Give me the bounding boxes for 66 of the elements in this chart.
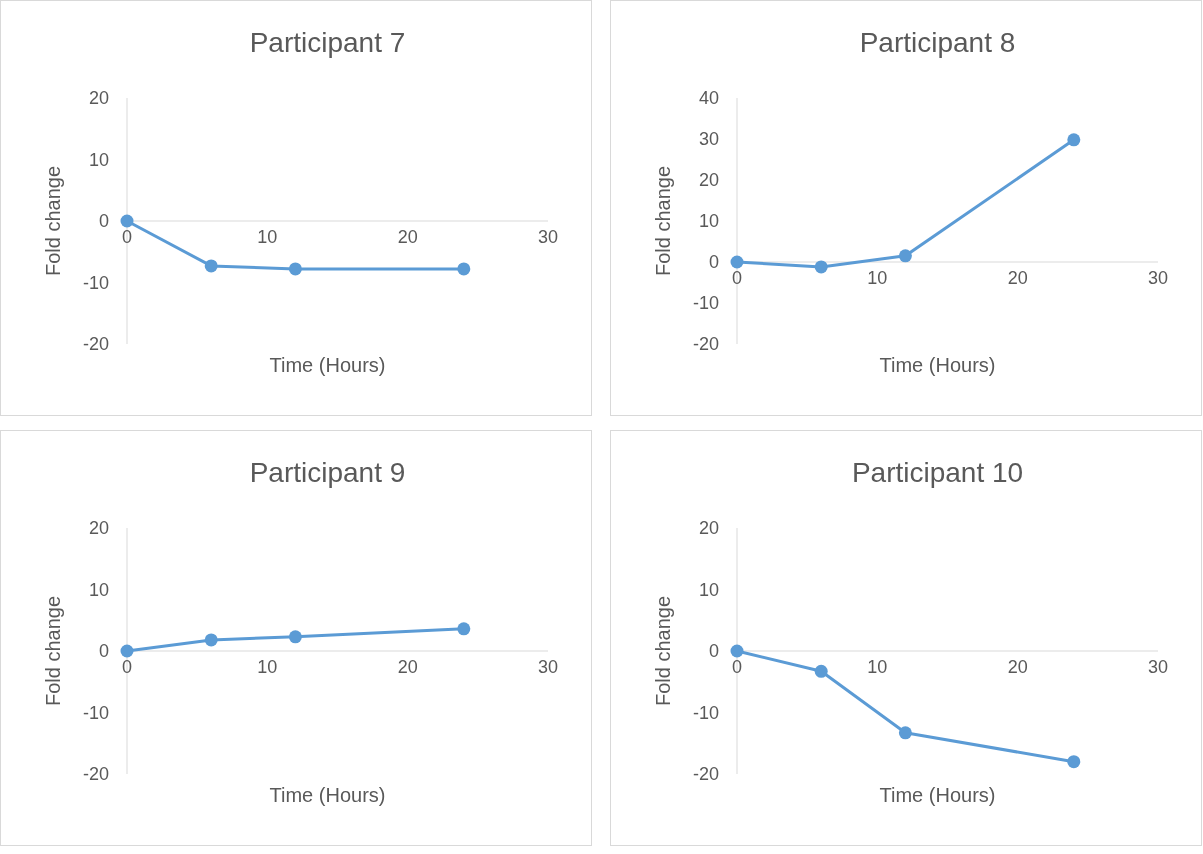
x-axis-title: Time (Hours) xyxy=(879,354,996,376)
point xyxy=(1067,755,1081,769)
point xyxy=(120,644,134,658)
y-tick-label: -20 xyxy=(82,334,109,355)
x-axis-title: Time (Hours) xyxy=(269,784,386,806)
y-tick-label: 40 xyxy=(698,88,719,109)
point xyxy=(1067,133,1081,147)
chart-title: Participant 8 xyxy=(859,27,1016,58)
y-tick-label: 20 xyxy=(88,88,109,109)
chart-title: Participant 10 xyxy=(851,457,1024,488)
y-axis-title: Fold change xyxy=(652,165,674,277)
y-axis-title: Fold change xyxy=(42,595,64,707)
point xyxy=(814,664,828,678)
y-tick-label: 20 xyxy=(88,518,109,539)
x-tick-label: 0 xyxy=(731,268,743,289)
y-tick-label: 30 xyxy=(698,129,719,150)
x-tick-label: 30 xyxy=(537,657,559,678)
y-tick-label: -10 xyxy=(692,293,719,314)
x-tick-label: 20 xyxy=(1007,268,1028,289)
point xyxy=(898,249,912,263)
y-tick-label: 0 xyxy=(708,252,719,273)
y-tick-label: 0 xyxy=(98,211,109,232)
y-axis-title: Fold change xyxy=(42,165,64,277)
y-tick-label: 0 xyxy=(708,641,719,662)
y-tick-label: -10 xyxy=(692,702,719,723)
x-tick-label: 10 xyxy=(867,657,888,678)
point xyxy=(730,644,744,658)
y-axis-title: Fold change xyxy=(652,595,674,707)
x-tick-label: 10 xyxy=(257,227,278,248)
x-axis-title: Time (Hours) xyxy=(269,354,386,376)
x-tick-label: 20 xyxy=(397,227,418,248)
x-tick-label: 0 xyxy=(731,657,743,678)
y-tick-label: -20 xyxy=(82,764,109,785)
x-axis-title: Time (Hours) xyxy=(879,784,996,806)
y-tick-label: 20 xyxy=(698,518,719,539)
y-tick-label: 20 xyxy=(698,170,719,191)
y-tick-label: -10 xyxy=(82,702,109,723)
chart-title: Participant 9 xyxy=(249,457,406,488)
y-tick-label: 10 xyxy=(88,149,109,170)
point xyxy=(288,630,302,644)
point xyxy=(457,262,471,276)
y-tick-label: -10 xyxy=(82,272,109,293)
point xyxy=(814,260,828,274)
point xyxy=(288,262,302,276)
chart-title: Participant 7 xyxy=(249,27,406,58)
x-tick-label: 10 xyxy=(867,268,888,289)
y-tick-label: 10 xyxy=(698,579,719,600)
x-tick-label: 0 xyxy=(121,227,133,248)
x-tick-label: 20 xyxy=(1007,657,1028,678)
point xyxy=(898,726,912,740)
x-tick-label: 0 xyxy=(121,657,133,678)
x-tick-label: 30 xyxy=(1147,268,1169,289)
x-tick-label: 20 xyxy=(397,657,418,678)
point xyxy=(730,255,744,269)
point xyxy=(120,214,134,228)
point xyxy=(457,622,471,636)
x-tick-label: 10 xyxy=(257,657,278,678)
y-tick-label: -20 xyxy=(692,334,719,355)
x-tick-label: 30 xyxy=(537,227,559,248)
y-tick-label: 0 xyxy=(98,641,109,662)
point xyxy=(204,633,218,647)
y-tick-label: -20 xyxy=(692,764,719,785)
point xyxy=(204,259,218,273)
x-tick-label: 30 xyxy=(1147,657,1169,678)
y-tick-label: 10 xyxy=(698,211,719,232)
y-tick-label: 10 xyxy=(88,579,109,600)
